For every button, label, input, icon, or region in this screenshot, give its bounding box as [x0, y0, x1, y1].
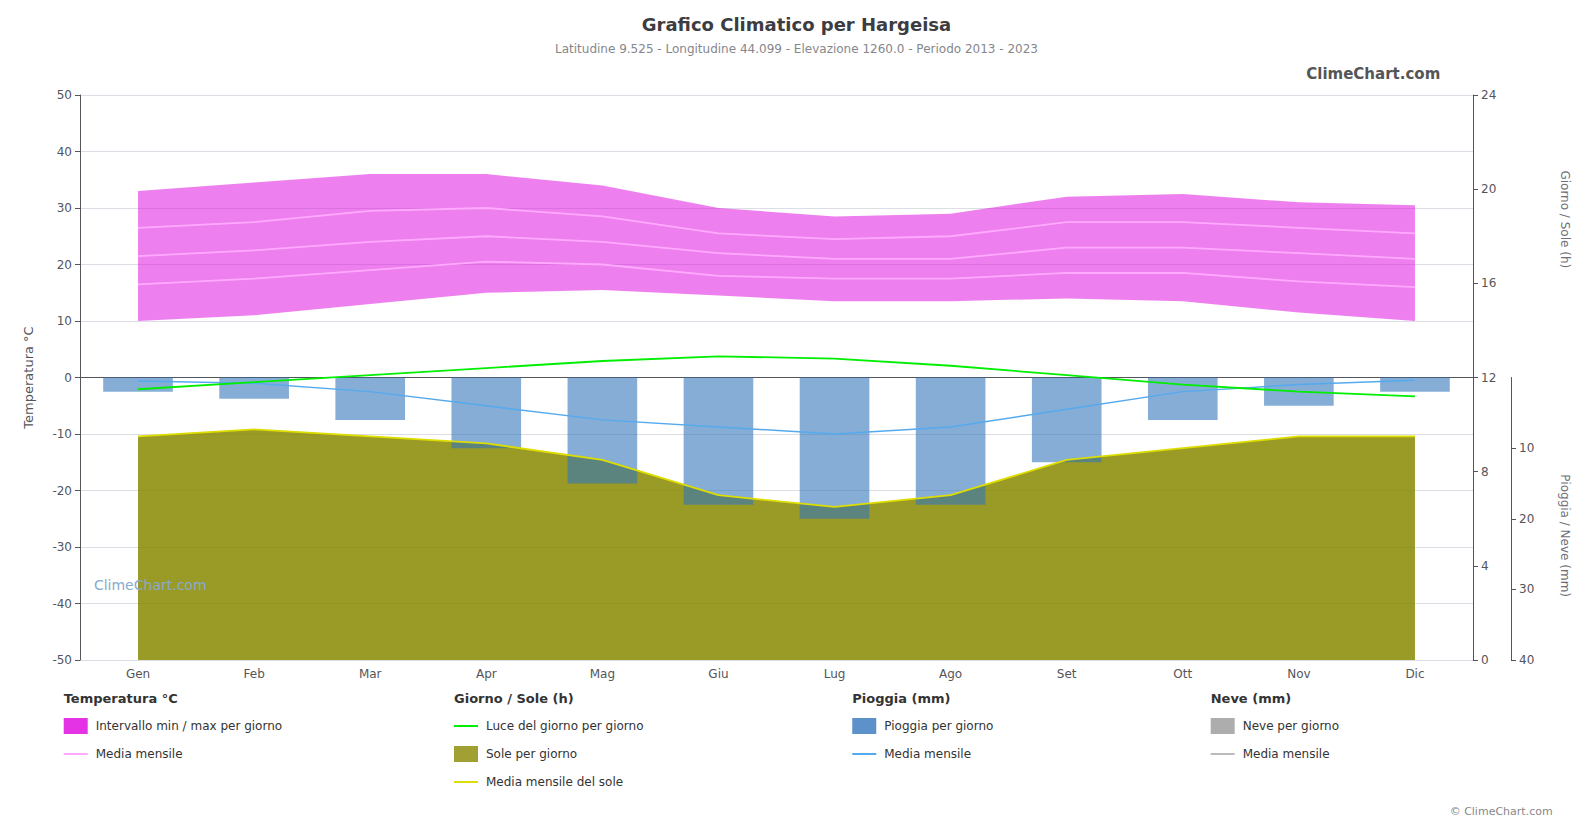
svg-text:Ago: Ago	[939, 667, 962, 681]
svg-text:Temperatura °C: Temperatura °C	[21, 326, 36, 429]
svg-text:-40: -40	[52, 597, 72, 611]
svg-text:Media mensile: Media mensile	[884, 747, 971, 761]
svg-text:Lug: Lug	[824, 667, 846, 681]
svg-text:Giorno / Sole (h): Giorno / Sole (h)	[454, 691, 574, 706]
svg-text:10: 10	[1519, 441, 1534, 455]
svg-text:Mar: Mar	[359, 667, 382, 681]
svg-text:Pioggia / Neve (mm): Pioggia / Neve (mm)	[1558, 474, 1572, 597]
svg-text:Set: Set	[1057, 667, 1077, 681]
svg-text:Mag: Mag	[590, 667, 615, 681]
svg-text:Luce del giorno per giorno: Luce del giorno per giorno	[486, 719, 644, 733]
svg-text:Nov: Nov	[1287, 667, 1310, 681]
svg-text:ClimeChart.com: ClimeChart.com	[94, 577, 207, 593]
svg-text:24: 24	[1481, 88, 1496, 102]
svg-text:Feb: Feb	[244, 667, 265, 681]
svg-text:Neve (mm): Neve (mm)	[1211, 691, 1292, 706]
svg-text:Giorno / Sole (h): Giorno / Sole (h)	[1558, 170, 1572, 268]
svg-text:Intervallo min / max per giorn: Intervallo min / max per giorno	[96, 719, 282, 733]
svg-text:-10: -10	[52, 427, 72, 441]
svg-text:Dic: Dic	[1405, 667, 1424, 681]
svg-text:30: 30	[1519, 582, 1534, 596]
svg-text:20: 20	[1481, 182, 1496, 196]
svg-text:20: 20	[57, 258, 72, 272]
svg-text:40: 40	[57, 145, 72, 159]
svg-text:Media mensile: Media mensile	[1243, 747, 1330, 761]
svg-text:Temperatura °C: Temperatura °C	[64, 691, 178, 706]
svg-text:Media mensile del sole: Media mensile del sole	[486, 775, 623, 789]
svg-text:Grafico Climatico per Hargeisa: Grafico Climatico per Hargeisa	[642, 14, 951, 35]
svg-text:Ott: Ott	[1173, 667, 1192, 681]
svg-text:0: 0	[64, 371, 72, 385]
svg-text:Apr: Apr	[476, 667, 497, 681]
svg-text:20: 20	[1519, 512, 1534, 526]
svg-text:4: 4	[1481, 559, 1489, 573]
svg-text:10: 10	[57, 314, 72, 328]
svg-text:Pioggia (mm): Pioggia (mm)	[852, 691, 950, 706]
svg-text:40: 40	[1519, 653, 1534, 667]
svg-text:Latitudine 9.525 - Longitudine: Latitudine 9.525 - Longitudine 44.099 - …	[555, 42, 1038, 56]
svg-text:-50: -50	[52, 653, 72, 667]
svg-text:© ClimeChart.com: © ClimeChart.com	[1450, 805, 1553, 818]
svg-text:Sole per giorno: Sole per giorno	[486, 747, 577, 761]
svg-text:-20: -20	[52, 484, 72, 498]
svg-text:0: 0	[1481, 653, 1489, 667]
svg-text:Giu: Giu	[708, 667, 728, 681]
svg-text:30: 30	[57, 201, 72, 215]
svg-text:ClimeChart.com: ClimeChart.com	[1306, 65, 1440, 83]
svg-text:Pioggia per giorno: Pioggia per giorno	[884, 719, 993, 733]
svg-text:16: 16	[1481, 276, 1496, 290]
svg-text:Media mensile: Media mensile	[96, 747, 183, 761]
svg-text:-30: -30	[52, 540, 72, 554]
svg-text:50: 50	[57, 88, 72, 102]
svg-text:Gen: Gen	[126, 667, 150, 681]
svg-text:12: 12	[1481, 371, 1496, 385]
svg-text:8: 8	[1481, 465, 1489, 479]
svg-text:Neve per giorno: Neve per giorno	[1243, 719, 1339, 733]
